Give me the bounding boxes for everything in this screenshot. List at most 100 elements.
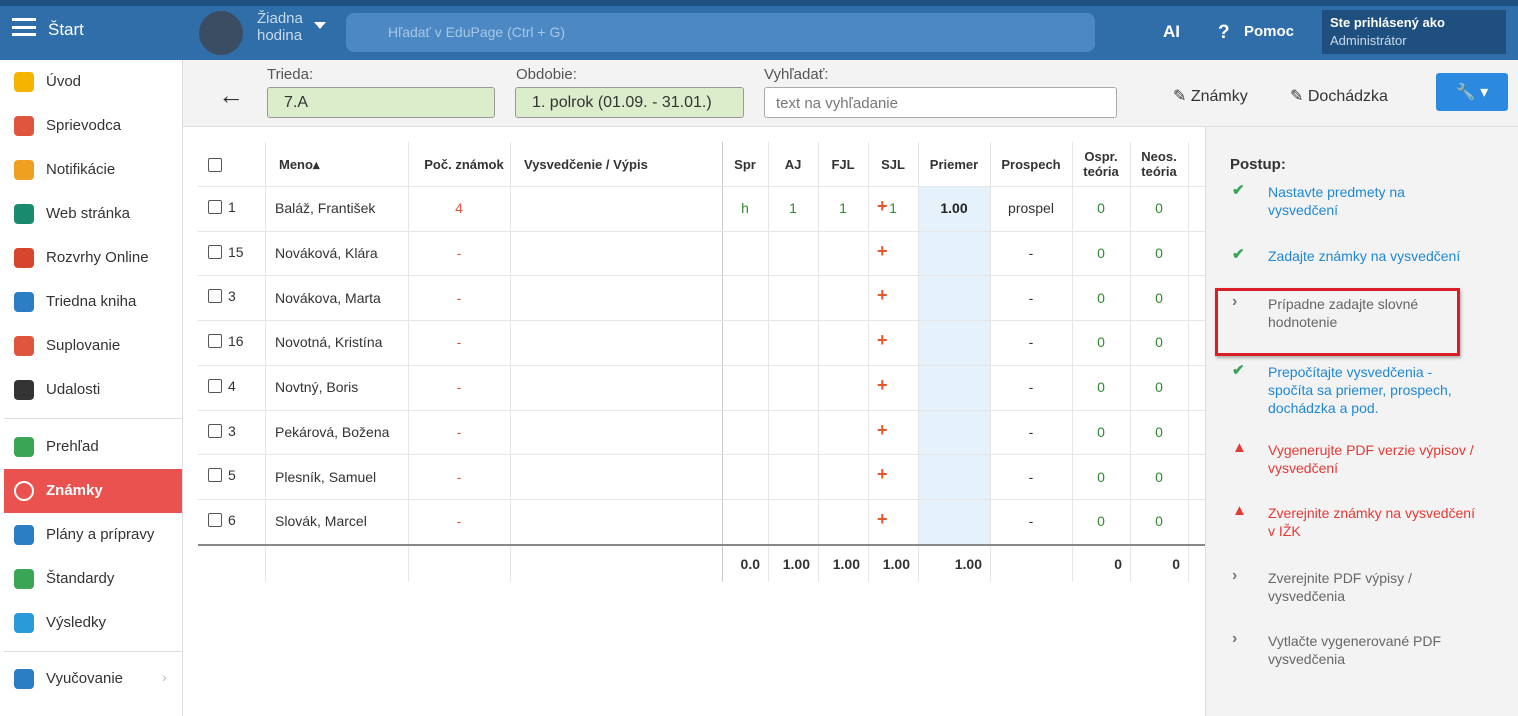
cell: 0 xyxy=(1155,423,1163,440)
cell: Novotná, Kristína xyxy=(275,334,383,351)
add-button[interactable]: + xyxy=(877,240,888,261)
attendance-button[interactable]: ✎ Dochádzka xyxy=(1290,88,1388,105)
checkbox[interactable] xyxy=(208,289,222,304)
steps-panel: Postup: ✔ Nastavte predmety na vysvedčení ✔… xyxy=(1205,127,1518,716)
user-box[interactable]: Ste prihlásený ako Administrátor xyxy=(1322,10,1506,54)
cell: Baláž, František xyxy=(275,200,376,217)
add-button[interactable]: + xyxy=(877,508,888,529)
nav-item[interactable]: Sprievodca xyxy=(4,104,182,148)
add-button[interactable]: + xyxy=(877,374,888,395)
cell: Slovák, Marcel xyxy=(275,513,367,530)
nav-item[interactable]: Triedna kniha xyxy=(4,280,182,324)
column-divider xyxy=(818,142,819,582)
nav-item[interactable]: Web stránka xyxy=(4,192,182,236)
cell xyxy=(918,365,990,410)
cell: - xyxy=(456,513,462,530)
nav-icon xyxy=(14,437,34,457)
cell xyxy=(868,275,918,320)
help-button[interactable]: Pomoc xyxy=(1244,23,1295,40)
footer-cell: 0.0 xyxy=(740,555,760,572)
row-select[interactable]: 3 xyxy=(208,423,236,439)
row-select[interactable]: 16 xyxy=(208,333,244,349)
row-select[interactable]: 6 xyxy=(208,512,236,528)
add-button[interactable]: + xyxy=(877,330,888,351)
nav-item[interactable]: Rozvrhy Online xyxy=(4,236,182,280)
cell: 0 xyxy=(1097,289,1105,306)
nav-item[interactable]: Plány a prípravy xyxy=(4,513,182,557)
cell: - xyxy=(1028,423,1034,440)
row-select[interactable]: 4 xyxy=(208,378,236,394)
nav-label: Notifikácie xyxy=(46,161,116,178)
nav-label: Sprievodca xyxy=(46,117,122,134)
row-select[interactable]: 5 xyxy=(208,467,236,483)
row-number: 4 xyxy=(228,377,236,394)
nav-item[interactable]: Známky xyxy=(4,469,182,513)
step-icon: ✔ xyxy=(1232,182,1245,199)
checkbox[interactable] xyxy=(208,423,222,438)
user-label: Ste prihlásený ako xyxy=(1330,15,1445,30)
cell: 0 xyxy=(1155,200,1163,217)
period-label: Obdobie: xyxy=(516,66,577,83)
lesson-icon[interactable] xyxy=(199,11,243,55)
grade-table: Meno ▴ Poč. známok Vysvedčenie / Výpis Spr A… xyxy=(183,127,1205,716)
row-divider xyxy=(198,230,1205,232)
nav-icon xyxy=(14,380,34,400)
column-header: Spr xyxy=(734,156,756,172)
search-input[interactable]: text na vyhľadanie xyxy=(764,87,1117,118)
row-select[interactable]: 1 xyxy=(208,199,236,215)
nav-item[interactable]: Výsledky xyxy=(4,601,182,645)
menu-icon[interactable] xyxy=(12,18,36,36)
checkbox[interactable] xyxy=(208,244,222,259)
cell: - xyxy=(456,289,462,306)
add-button[interactable]: + xyxy=(877,419,888,440)
step-icon: › xyxy=(1232,293,1238,310)
nav-item[interactable]: Úvod xyxy=(4,60,182,104)
column-header[interactable]: Meno ▴ xyxy=(279,156,320,172)
column-divider xyxy=(1188,142,1189,582)
footer-cell: 1.00 xyxy=(954,555,982,572)
cell: - xyxy=(1028,513,1034,530)
column-header: SJL xyxy=(881,156,905,172)
step-icon: ✔ xyxy=(1232,246,1245,263)
checkbox[interactable] xyxy=(208,512,222,527)
class-select[interactable]: 7.A xyxy=(267,87,495,118)
row-select[interactable]: 15 xyxy=(208,244,244,260)
search-placeholder: Hľadať v EduPage (Ctrl + G) xyxy=(388,24,566,40)
footer-cell: 1.00 xyxy=(832,555,860,572)
add-button[interactable]: + xyxy=(877,285,888,306)
nav-icon xyxy=(14,336,34,356)
nav-label: Vyučovanie xyxy=(46,670,123,687)
add-button[interactable]: + xyxy=(877,196,888,216)
checkbox[interactable] xyxy=(208,334,222,349)
search-box[interactable]: Hľadať v EduPage (Ctrl + G) xyxy=(346,13,1095,52)
nav-item[interactable]: Suplovanie xyxy=(4,324,182,368)
cell xyxy=(868,320,918,365)
nav-item[interactable]: Prehľad xyxy=(4,425,182,469)
tools-button[interactable]: 🔧 ▾ xyxy=(1436,73,1508,111)
cell xyxy=(768,454,818,499)
back-arrow[interactable]: ← xyxy=(218,80,244,110)
column-header: AJ xyxy=(784,156,802,172)
ai-button[interactable]: AI xyxy=(1163,22,1180,41)
nav-item[interactable]: Vyučovanie › xyxy=(4,657,182,701)
cell xyxy=(722,275,768,320)
nav-item[interactable]: Štandardy xyxy=(4,557,182,601)
row-select[interactable]: 3 xyxy=(208,288,236,304)
grades-button[interactable]: ✎ Známky xyxy=(1173,88,1248,105)
cell xyxy=(918,231,990,276)
lesson-selector[interactable]: Žiadna hodina xyxy=(257,10,303,44)
add-button[interactable]: + xyxy=(877,464,888,485)
cell xyxy=(918,499,990,544)
checkbox[interactable] xyxy=(208,378,222,393)
cell xyxy=(768,231,818,276)
nav-item[interactable]: Udalosti xyxy=(4,368,182,412)
cell xyxy=(768,320,818,365)
checkbox[interactable] xyxy=(208,468,222,483)
caret xyxy=(314,22,326,35)
checkbox[interactable] xyxy=(208,200,222,214)
nav-item[interactable]: Notifikácie xyxy=(4,148,182,192)
header-checkbox[interactable] xyxy=(208,158,222,172)
menu-label[interactable]: Štart xyxy=(48,20,84,39)
cell xyxy=(818,454,868,499)
period-select[interactable]: 1. polrok (01.09. - 31.01.) xyxy=(515,87,744,118)
